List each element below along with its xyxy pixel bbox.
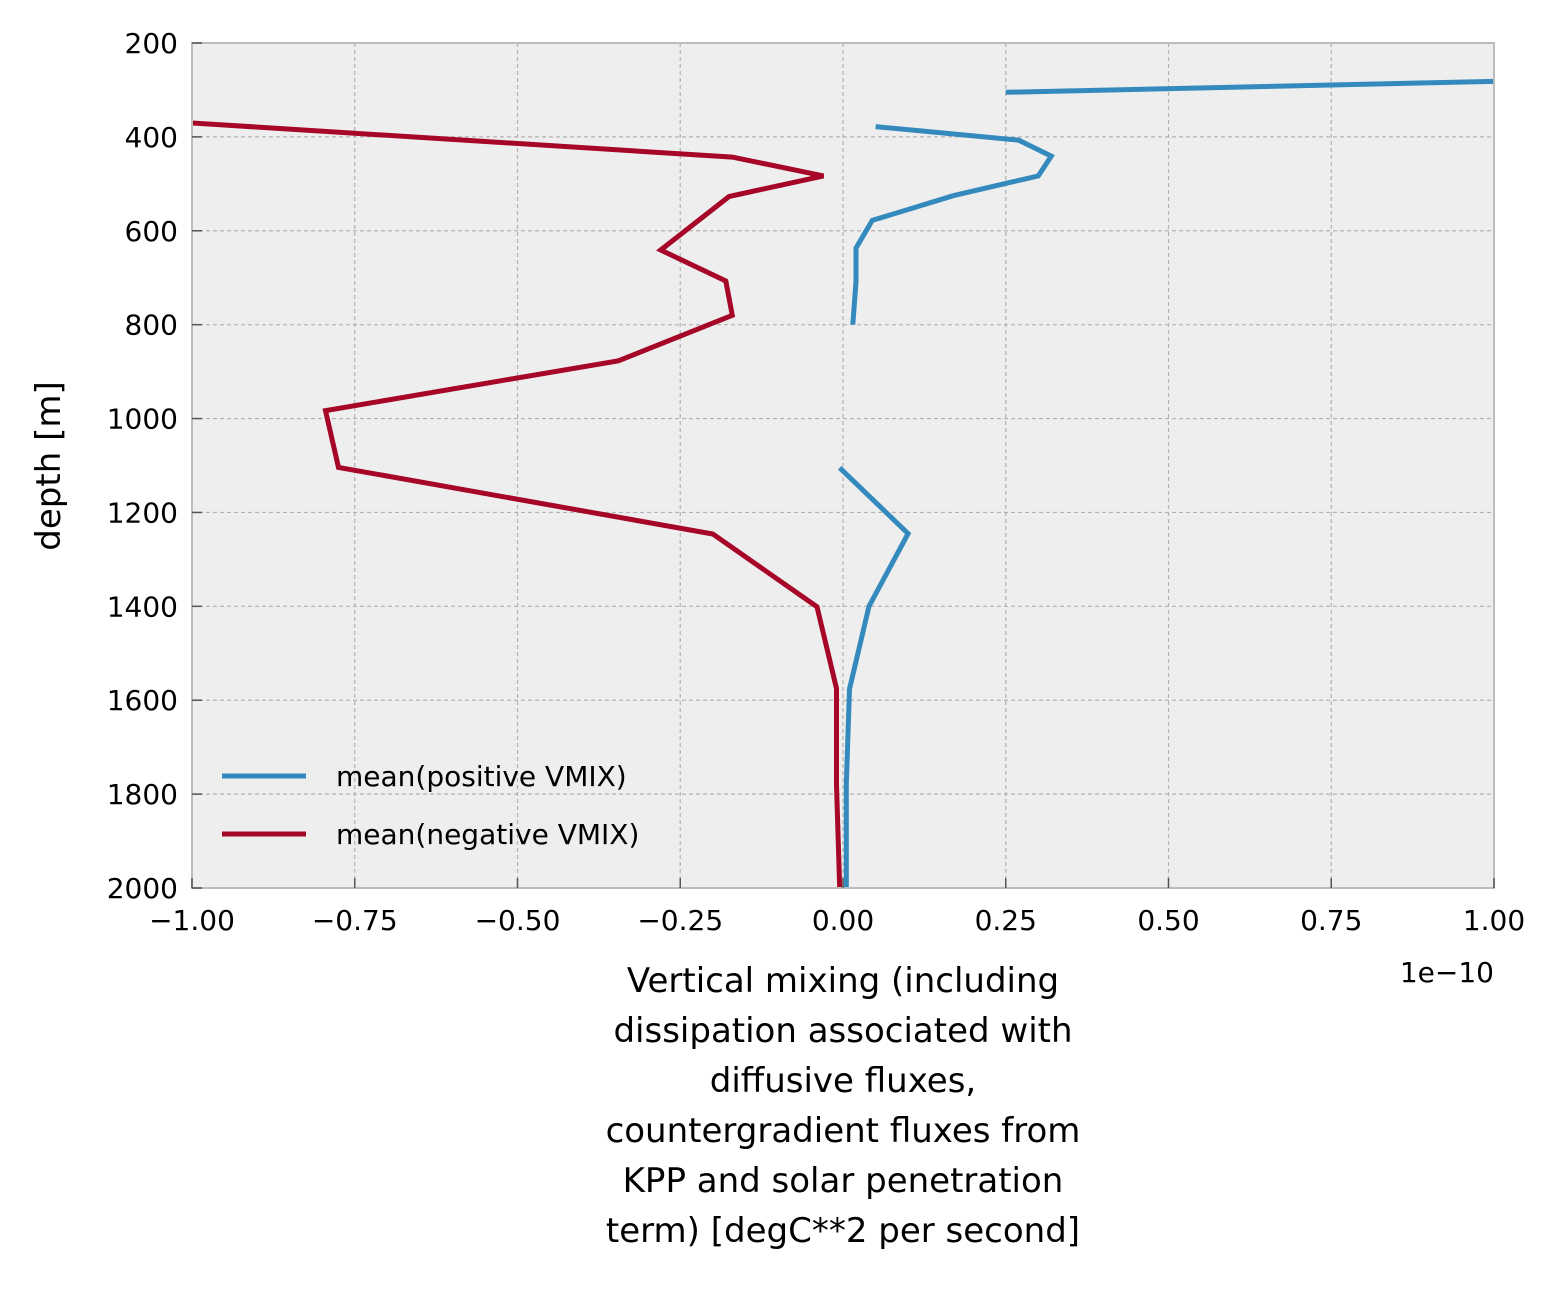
series-line-positive-segment-2 (850, 124, 1055, 325)
x-tick-label: 0.25 (975, 904, 1037, 937)
series-layer (192, 78, 1494, 888)
x-tick-label: −0.50 (475, 904, 561, 937)
y-tick-label: 1000 (107, 403, 178, 436)
y-tick-label: 1800 (107, 778, 178, 811)
legend: mean(positive VMIX) mean(negative VMIX) (222, 760, 639, 851)
x-tick-label: −0.25 (637, 904, 723, 937)
y-tick-label: 400 (125, 121, 178, 154)
x-tick-label: 0.00 (812, 904, 874, 937)
y-tick-label: 600 (125, 215, 178, 248)
x-axis-label-line: KPP and solar penetration (623, 1161, 1064, 1201)
x-axis-label-line: diffusive fluxes, (710, 1061, 977, 1101)
x-axis-label-line: dissipation associated with (613, 1011, 1072, 1051)
series-line-negative-segment-1 (192, 120, 843, 888)
x-axis-label-line: Vertical mixing (including (627, 961, 1059, 1001)
x-axis: −1.00 −0.75 −0.50 −0.25 0.00 0.25 0.50 0.75 1.00 (149, 878, 1525, 937)
y-tick-label: 1600 (107, 684, 178, 717)
x-axis-label-line: countergradient fluxes from (606, 1111, 1081, 1151)
x-tick-label: −0.75 (312, 904, 398, 937)
x-tick-label: 0.75 (1300, 904, 1362, 937)
y-tick-label: 1200 (107, 496, 178, 529)
y-axis: 200 400 600 800 1000 1200 1400 1600 1800 2000 (107, 27, 202, 905)
legend-label-negative: mean(negative VMIX) (336, 818, 639, 851)
legend-label-positive: mean(positive VMIX) (336, 760, 627, 793)
x-axis-label-line: term) [degC**2 per second] (606, 1211, 1080, 1251)
y-tick-label: 2000 (107, 872, 178, 905)
x-axis-label: Vertical mixing (including dissipation as… (606, 961, 1081, 1251)
x-axis-offset-text: 1e−10 (1400, 956, 1494, 989)
x-tick-label: −1.00 (149, 904, 235, 937)
y-axis-label: depth [m] (29, 381, 69, 550)
series-line-positive-segment-3 (837, 465, 912, 888)
series-line-positive-segment-1 (1005, 78, 1494, 95)
x-tick-label: 1.00 (1463, 904, 1525, 937)
y-tick-label: 1400 (107, 590, 178, 623)
y-tick-label: 200 (125, 27, 178, 60)
y-tick-label: 800 (125, 309, 178, 342)
x-tick-label: 0.50 (1137, 904, 1199, 937)
